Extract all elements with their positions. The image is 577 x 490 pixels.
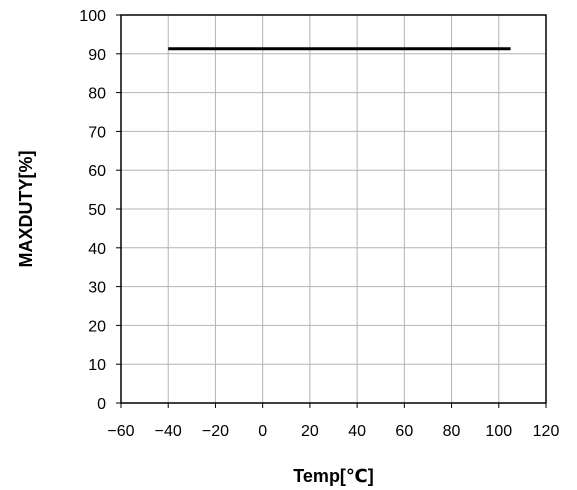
x-tick-label: −60	[107, 423, 134, 440]
x-axis-title: Temp[℃]	[293, 466, 373, 486]
x-tick-label: 20	[301, 423, 319, 440]
y-tick-label: 70	[88, 124, 106, 141]
y-tick-label: 0	[97, 396, 106, 413]
x-tick-label: −20	[202, 423, 229, 440]
x-tick-label: 80	[443, 423, 461, 440]
y-tick-label: 40	[88, 241, 106, 258]
y-tick-label: 80	[88, 86, 106, 103]
y-tick-label: 30	[88, 280, 106, 297]
grid	[121, 15, 546, 403]
y-tick-label: 90	[88, 47, 106, 64]
x-tick-label: 40	[348, 423, 366, 440]
x-tick-label: −40	[155, 423, 182, 440]
x-tick-label: 0	[258, 423, 267, 440]
y-tick-label: 20	[88, 318, 106, 335]
y-tick-label: 50	[88, 202, 106, 219]
y-axis: 0 10 20 30 40 50 60 70 80 90 100	[79, 8, 121, 413]
x-tick-label: 60	[395, 423, 413, 440]
y-tick-label: 60	[88, 163, 106, 180]
x-tick-label: 120	[533, 423, 560, 440]
x-axis: −60 −40 −20 0 20 40 60 80 100 120	[107, 403, 559, 440]
y-tick-label: 100	[79, 8, 106, 25]
x-tick-label: 100	[485, 423, 512, 440]
y-axis-title: MAXDUTY[%]	[16, 151, 36, 268]
y-tick-label: 10	[88, 357, 106, 374]
